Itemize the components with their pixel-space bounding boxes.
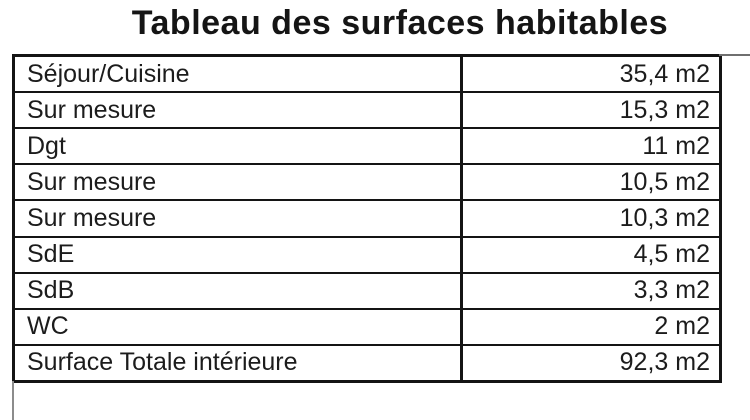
total-label: Surface Totale intérieure	[15, 345, 463, 380]
area-value: 11 m2	[642, 131, 710, 160]
table-row-total: Surface Totale intérieure 92,3 m2	[15, 345, 719, 380]
room-label: SdE	[15, 237, 463, 272]
scan-artifact-left-line	[12, 381, 14, 420]
table-row: SdB 3,3 m2	[15, 273, 719, 310]
room-label: Sur mesure	[15, 165, 463, 200]
area-value: 2 m2	[654, 312, 710, 341]
area-value: 35,4 m2	[619, 59, 710, 88]
table-row: Sur mesure 10,3 m2	[15, 201, 719, 238]
room-label: Sur mesure	[15, 93, 463, 128]
total-value: 92,3 m2	[619, 348, 710, 377]
area-value: 15,3 m2	[619, 95, 710, 124]
area-value: 4,5 m2	[633, 240, 710, 269]
surfaces-table: Séjour/Cuisine 35,4 m2 Sur mesure 15,3 m…	[12, 54, 722, 383]
table-row: Sur mesure 15,3 m2	[15, 93, 719, 130]
table-row: WC 2 m2	[15, 309, 719, 346]
table-row: SdE 4,5 m2	[15, 237, 719, 274]
table-row: Séjour/Cuisine 35,4 m2	[15, 57, 719, 94]
page-title: Tableau des surfaces habitables	[131, 4, 669, 42]
area-value: 10,5 m2	[619, 167, 710, 196]
area-value: 10,3 m2	[619, 203, 710, 232]
scan-artifact-top-line	[719, 54, 750, 56]
room-label: WC	[15, 309, 463, 344]
table-row: Sur mesure 10,5 m2	[15, 165, 719, 202]
room-label: Sur mesure	[15, 201, 463, 236]
room-label: SdB	[15, 273, 463, 308]
table-row: Dgt 11 m2	[15, 129, 719, 166]
area-value: 3,3 m2	[633, 276, 710, 305]
room-label: Dgt	[15, 129, 463, 164]
room-label: Séjour/Cuisine	[15, 57, 463, 92]
